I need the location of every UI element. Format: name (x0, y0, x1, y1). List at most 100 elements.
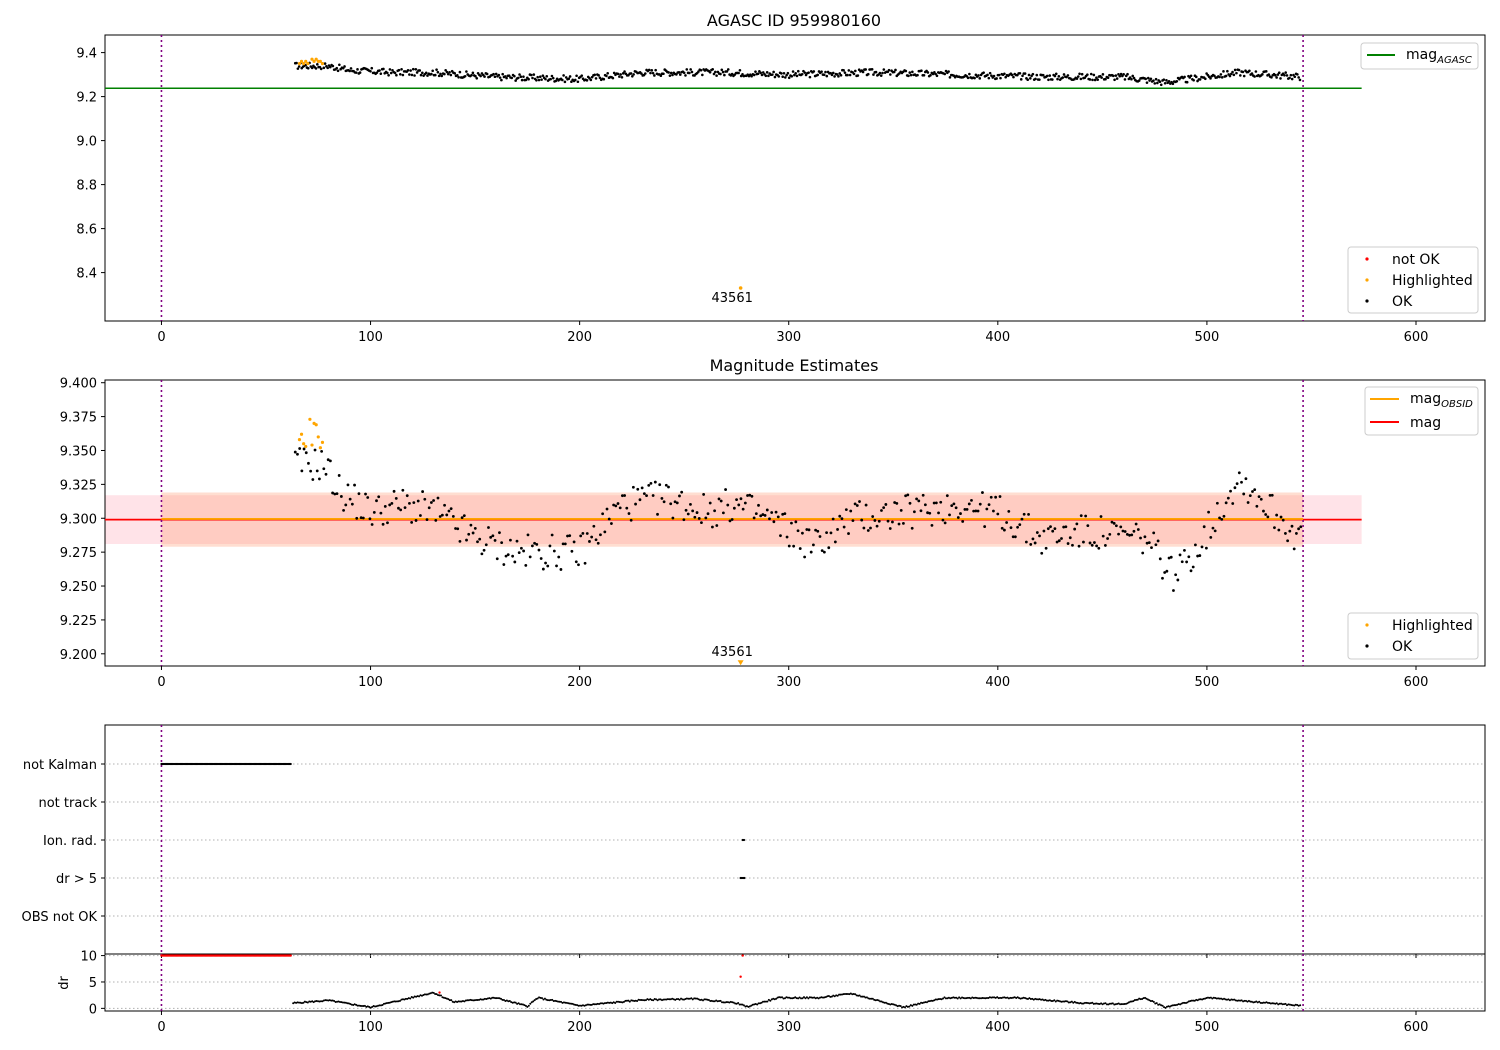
ok-point (616, 502, 620, 505)
dr-black-point (1240, 999, 1243, 1002)
ok-point (675, 501, 679, 505)
x-tick-label: 100 (358, 330, 383, 345)
ok-point (585, 532, 589, 535)
ok-point (470, 73, 473, 77)
ok-point (660, 496, 664, 500)
dr-black-point (778, 996, 781, 999)
ok-point (440, 513, 444, 517)
x-tick-label: 600 (1404, 1020, 1429, 1035)
dr-black-point (861, 995, 864, 998)
ok-point (965, 507, 969, 511)
ok-point (926, 71, 930, 74)
ok-point (818, 535, 822, 538)
ok-point (1066, 74, 1070, 77)
dr-black-point (864, 996, 867, 999)
dr-black-point (1217, 997, 1220, 1000)
dr-black-point (1075, 1001, 1078, 1004)
dr-black-point (709, 999, 712, 1002)
ok-point (623, 494, 626, 497)
ok-point (842, 69, 845, 72)
ok-point (629, 518, 633, 522)
ok-point (1137, 79, 1141, 82)
ok-point (1267, 73, 1271, 76)
ok-point (1220, 76, 1224, 79)
legend-bottom: not OK Highlighted OK (1347, 246, 1479, 314)
ok-point (1204, 546, 1208, 550)
ok-point (1018, 523, 1022, 527)
ok-point (767, 74, 770, 78)
ok-point (759, 71, 762, 75)
ok-point (599, 533, 602, 537)
ok-point (827, 546, 831, 550)
ok-point (956, 516, 960, 519)
ok-point (337, 474, 341, 477)
ok-point (1231, 502, 1235, 505)
ok-point (577, 563, 580, 567)
dr-black-point (371, 1005, 374, 1008)
ok-point (770, 511, 774, 514)
ok-point (567, 77, 571, 80)
ok-point (651, 71, 655, 75)
ok-point (1239, 74, 1242, 77)
dr-black-point (409, 997, 412, 1000)
dr-black-point (924, 1001, 927, 1004)
ok-point (326, 458, 330, 462)
ok-point (711, 525, 714, 529)
ok-point (449, 507, 453, 511)
ok-point (1111, 74, 1115, 78)
ok-point (1167, 556, 1171, 560)
dr-black-point (942, 997, 945, 1000)
ok-point (838, 72, 842, 75)
ok-point (524, 563, 528, 567)
ok-point (776, 515, 780, 519)
ok-point (1092, 73, 1096, 77)
dr-black-point (1227, 998, 1230, 1001)
dr-black-point (324, 999, 327, 1002)
ok-point (1134, 522, 1138, 526)
ok-point (1156, 81, 1159, 85)
dr-black-point (737, 1002, 740, 1005)
ok-point (1130, 77, 1133, 81)
ok-point (1088, 541, 1092, 545)
dr-black-point (1070, 1000, 1073, 1003)
ok-point (780, 72, 783, 75)
ok-point (919, 509, 923, 513)
dr-black-point (1284, 1002, 1287, 1005)
legend-bottom: Highlighted OK (1347, 612, 1479, 660)
ok-point (667, 71, 670, 74)
dr-black-point (681, 998, 684, 1001)
dr-black-point (974, 996, 977, 999)
ok-point (699, 68, 703, 72)
ok-point (430, 72, 433, 76)
dr-black-point (966, 996, 969, 999)
dr-black-point (434, 993, 437, 996)
dr-black-point (680, 997, 683, 1000)
dr-black-point (655, 998, 658, 1001)
ok-point (583, 561, 587, 565)
dr-black-point (469, 998, 472, 1001)
dr-black-point (1108, 1002, 1111, 1005)
ok-point (721, 70, 725, 74)
ok-point (891, 520, 894, 524)
dr-black-point (1294, 1003, 1297, 1006)
ok-point (333, 492, 337, 496)
ok-point (559, 568, 563, 571)
ok-point (1191, 565, 1195, 569)
ok-point (437, 74, 441, 78)
dr-black-point (802, 996, 805, 999)
ok-point (563, 542, 567, 546)
ok-point (937, 511, 940, 515)
dr-black-point (406, 997, 409, 1000)
x-tick-label: 500 (1194, 1020, 1219, 1035)
dr-black-point (513, 1001, 516, 1004)
dr-black-point (577, 1004, 580, 1007)
ok-point (1062, 525, 1066, 529)
ok-point (974, 509, 978, 513)
dr-black-point (1141, 998, 1144, 1001)
outlier-marker (737, 660, 744, 666)
ok-point (1154, 543, 1158, 547)
ok-point (1007, 510, 1011, 513)
ok-point (1192, 78, 1195, 82)
ok-point (808, 75, 812, 79)
ok-point (443, 72, 446, 76)
